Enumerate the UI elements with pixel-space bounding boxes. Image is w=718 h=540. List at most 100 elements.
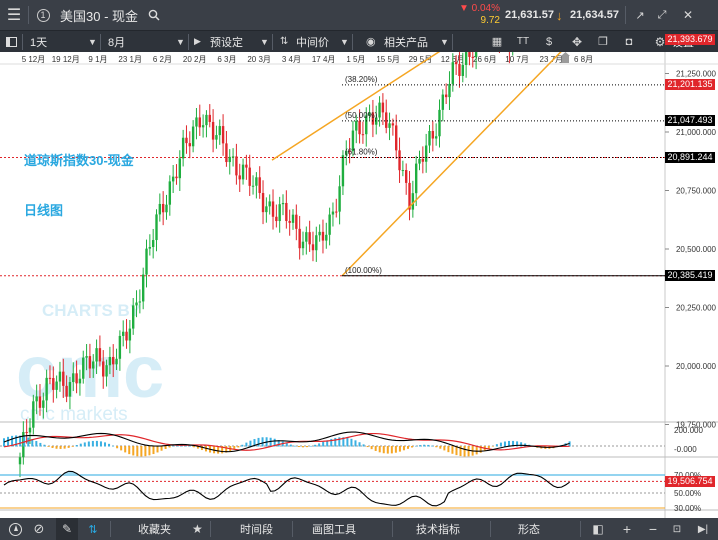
candle-body[interactable] xyxy=(115,358,118,365)
candle-body[interactable] xyxy=(65,385,68,397)
candle-body[interactable] xyxy=(228,156,231,163)
period-button[interactable]: 时间段 xyxy=(240,524,273,536)
candle-body[interactable] xyxy=(125,331,128,341)
candle-body[interactable] xyxy=(381,102,385,113)
arrow-icon[interactable]: ↗ xyxy=(635,9,645,22)
candle-body[interactable] xyxy=(78,378,82,384)
candle-body[interactable] xyxy=(338,186,341,212)
candle-body[interactable] xyxy=(58,371,62,382)
candle-body[interactable] xyxy=(218,126,221,136)
candle-body[interactable] xyxy=(431,130,435,139)
candle-body[interactable] xyxy=(18,457,22,465)
patterns-button[interactable]: 形态 xyxy=(518,524,540,536)
bidask-icon[interactable]: ⇅ xyxy=(280,36,289,47)
candle-body[interactable] xyxy=(395,125,398,151)
zoom-out-icon[interactable]: − xyxy=(648,521,658,537)
candle-body[interactable] xyxy=(25,431,28,433)
midprice-select[interactable]: 中间价 xyxy=(296,36,329,49)
candle-body[interactable] xyxy=(371,112,375,125)
candle-body[interactable] xyxy=(88,356,92,369)
candle-body[interactable] xyxy=(348,150,351,152)
candle-body[interactable] xyxy=(285,202,288,221)
candle-body[interactable] xyxy=(441,94,445,110)
instrument-title[interactable]: 美国30 - 现金 xyxy=(60,8,139,24)
candle-body[interactable] xyxy=(208,114,211,122)
candle-body[interactable] xyxy=(215,135,218,140)
close-icon[interactable]: ✕ xyxy=(682,8,694,22)
candle-body[interactable] xyxy=(175,176,178,179)
chart-area[interactable]: 5 12月 19 12月 9 1月 23 1月 6 2月 20 2月 6 3月 20 3月 3 … xyxy=(0,0,718,518)
chevron-down-icon[interactable]: ▼ xyxy=(176,36,185,47)
candle-body[interactable] xyxy=(468,50,471,57)
candle-body[interactable] xyxy=(248,167,251,186)
candle-body[interactable] xyxy=(351,130,355,152)
candle-body[interactable] xyxy=(355,120,358,131)
candle-body[interactable] xyxy=(235,156,238,176)
candle-body[interactable] xyxy=(301,241,305,249)
candle-body[interactable] xyxy=(185,137,188,144)
candle-body[interactable] xyxy=(195,117,198,127)
buy-price[interactable]: 21,634.57 xyxy=(570,9,619,21)
candle-body[interactable] xyxy=(388,123,391,128)
candle-body[interactable] xyxy=(92,361,95,369)
candle-body[interactable] xyxy=(42,400,45,408)
candle-body[interactable] xyxy=(188,143,191,147)
candle-body[interactable] xyxy=(474,32,478,58)
candle-body[interactable] xyxy=(251,185,255,187)
candle-body[interactable] xyxy=(391,123,395,126)
candle-body[interactable] xyxy=(291,214,295,223)
candle-body[interactable] xyxy=(75,373,78,384)
candle-body[interactable] xyxy=(55,381,58,390)
candle-body[interactable] xyxy=(205,114,208,126)
candle-body[interactable] xyxy=(265,206,268,213)
candle-body[interactable] xyxy=(52,378,55,390)
candle-body[interactable] xyxy=(178,158,182,179)
candle-body[interactable] xyxy=(128,328,132,341)
scroll-marker-icon[interactable] xyxy=(562,55,569,63)
candle-body[interactable] xyxy=(451,62,455,84)
chart-canvas[interactable]: 5 12月 19 12月 9 1月 23 1月 6 2月 20 2月 6 3月 20 3月 3 … xyxy=(0,0,718,518)
candle-body[interactable] xyxy=(308,232,311,245)
candle-body[interactable] xyxy=(288,220,291,223)
pencil-icon[interactable]: ✎ xyxy=(56,518,78,540)
candle-body[interactable] xyxy=(311,244,315,251)
candle-body[interactable] xyxy=(201,125,205,128)
candle-body[interactable] xyxy=(281,202,285,205)
candle-body[interactable] xyxy=(345,150,348,156)
fit-icon[interactable]: ⊡ xyxy=(672,523,682,535)
candle-body[interactable] xyxy=(165,204,168,213)
candle-body[interactable] xyxy=(225,143,228,163)
search-icon[interactable] xyxy=(148,0,160,30)
candle-body[interactable] xyxy=(368,112,371,116)
candle-body[interactable] xyxy=(418,158,421,164)
star-icon[interactable]: ★ xyxy=(192,522,203,536)
candle-body[interactable] xyxy=(271,201,275,217)
candle-body[interactable] xyxy=(268,201,271,207)
candle-body[interactable] xyxy=(38,396,42,408)
related-products-select[interactable]: 相关产品 xyxy=(384,36,428,49)
candle-body[interactable] xyxy=(191,126,195,147)
candle-body[interactable] xyxy=(278,204,281,222)
candle-body[interactable] xyxy=(331,211,335,215)
candle-body[interactable] xyxy=(411,193,415,210)
chevron-down-icon[interactable]: ▼ xyxy=(340,36,349,47)
gear-icon[interactable]: ⚙ xyxy=(654,34,666,49)
candle-body[interactable] xyxy=(161,203,165,213)
text-size-icon[interactable]: TT xyxy=(516,36,530,47)
candle-body[interactable] xyxy=(341,155,345,187)
candle-body[interactable] xyxy=(145,248,148,275)
channel-lower-line[interactable] xyxy=(341,21,591,277)
pointer-icon[interactable] xyxy=(6,518,24,540)
candle-body[interactable] xyxy=(231,156,235,158)
candle-body[interactable] xyxy=(295,214,298,229)
chevron-down-icon[interactable]: ▼ xyxy=(88,36,97,47)
candle-body[interactable] xyxy=(378,102,381,118)
candle-body[interactable] xyxy=(315,235,318,251)
candle-body[interactable] xyxy=(85,356,88,358)
hamburger-icon[interactable]: ☰ xyxy=(6,7,22,24)
candle-body[interactable] xyxy=(181,137,185,159)
indicators-button[interactable]: 技术指标 xyxy=(416,524,460,536)
candle-body[interactable] xyxy=(122,331,125,336)
candle-body[interactable] xyxy=(458,64,461,76)
candle-body[interactable] xyxy=(424,145,428,162)
